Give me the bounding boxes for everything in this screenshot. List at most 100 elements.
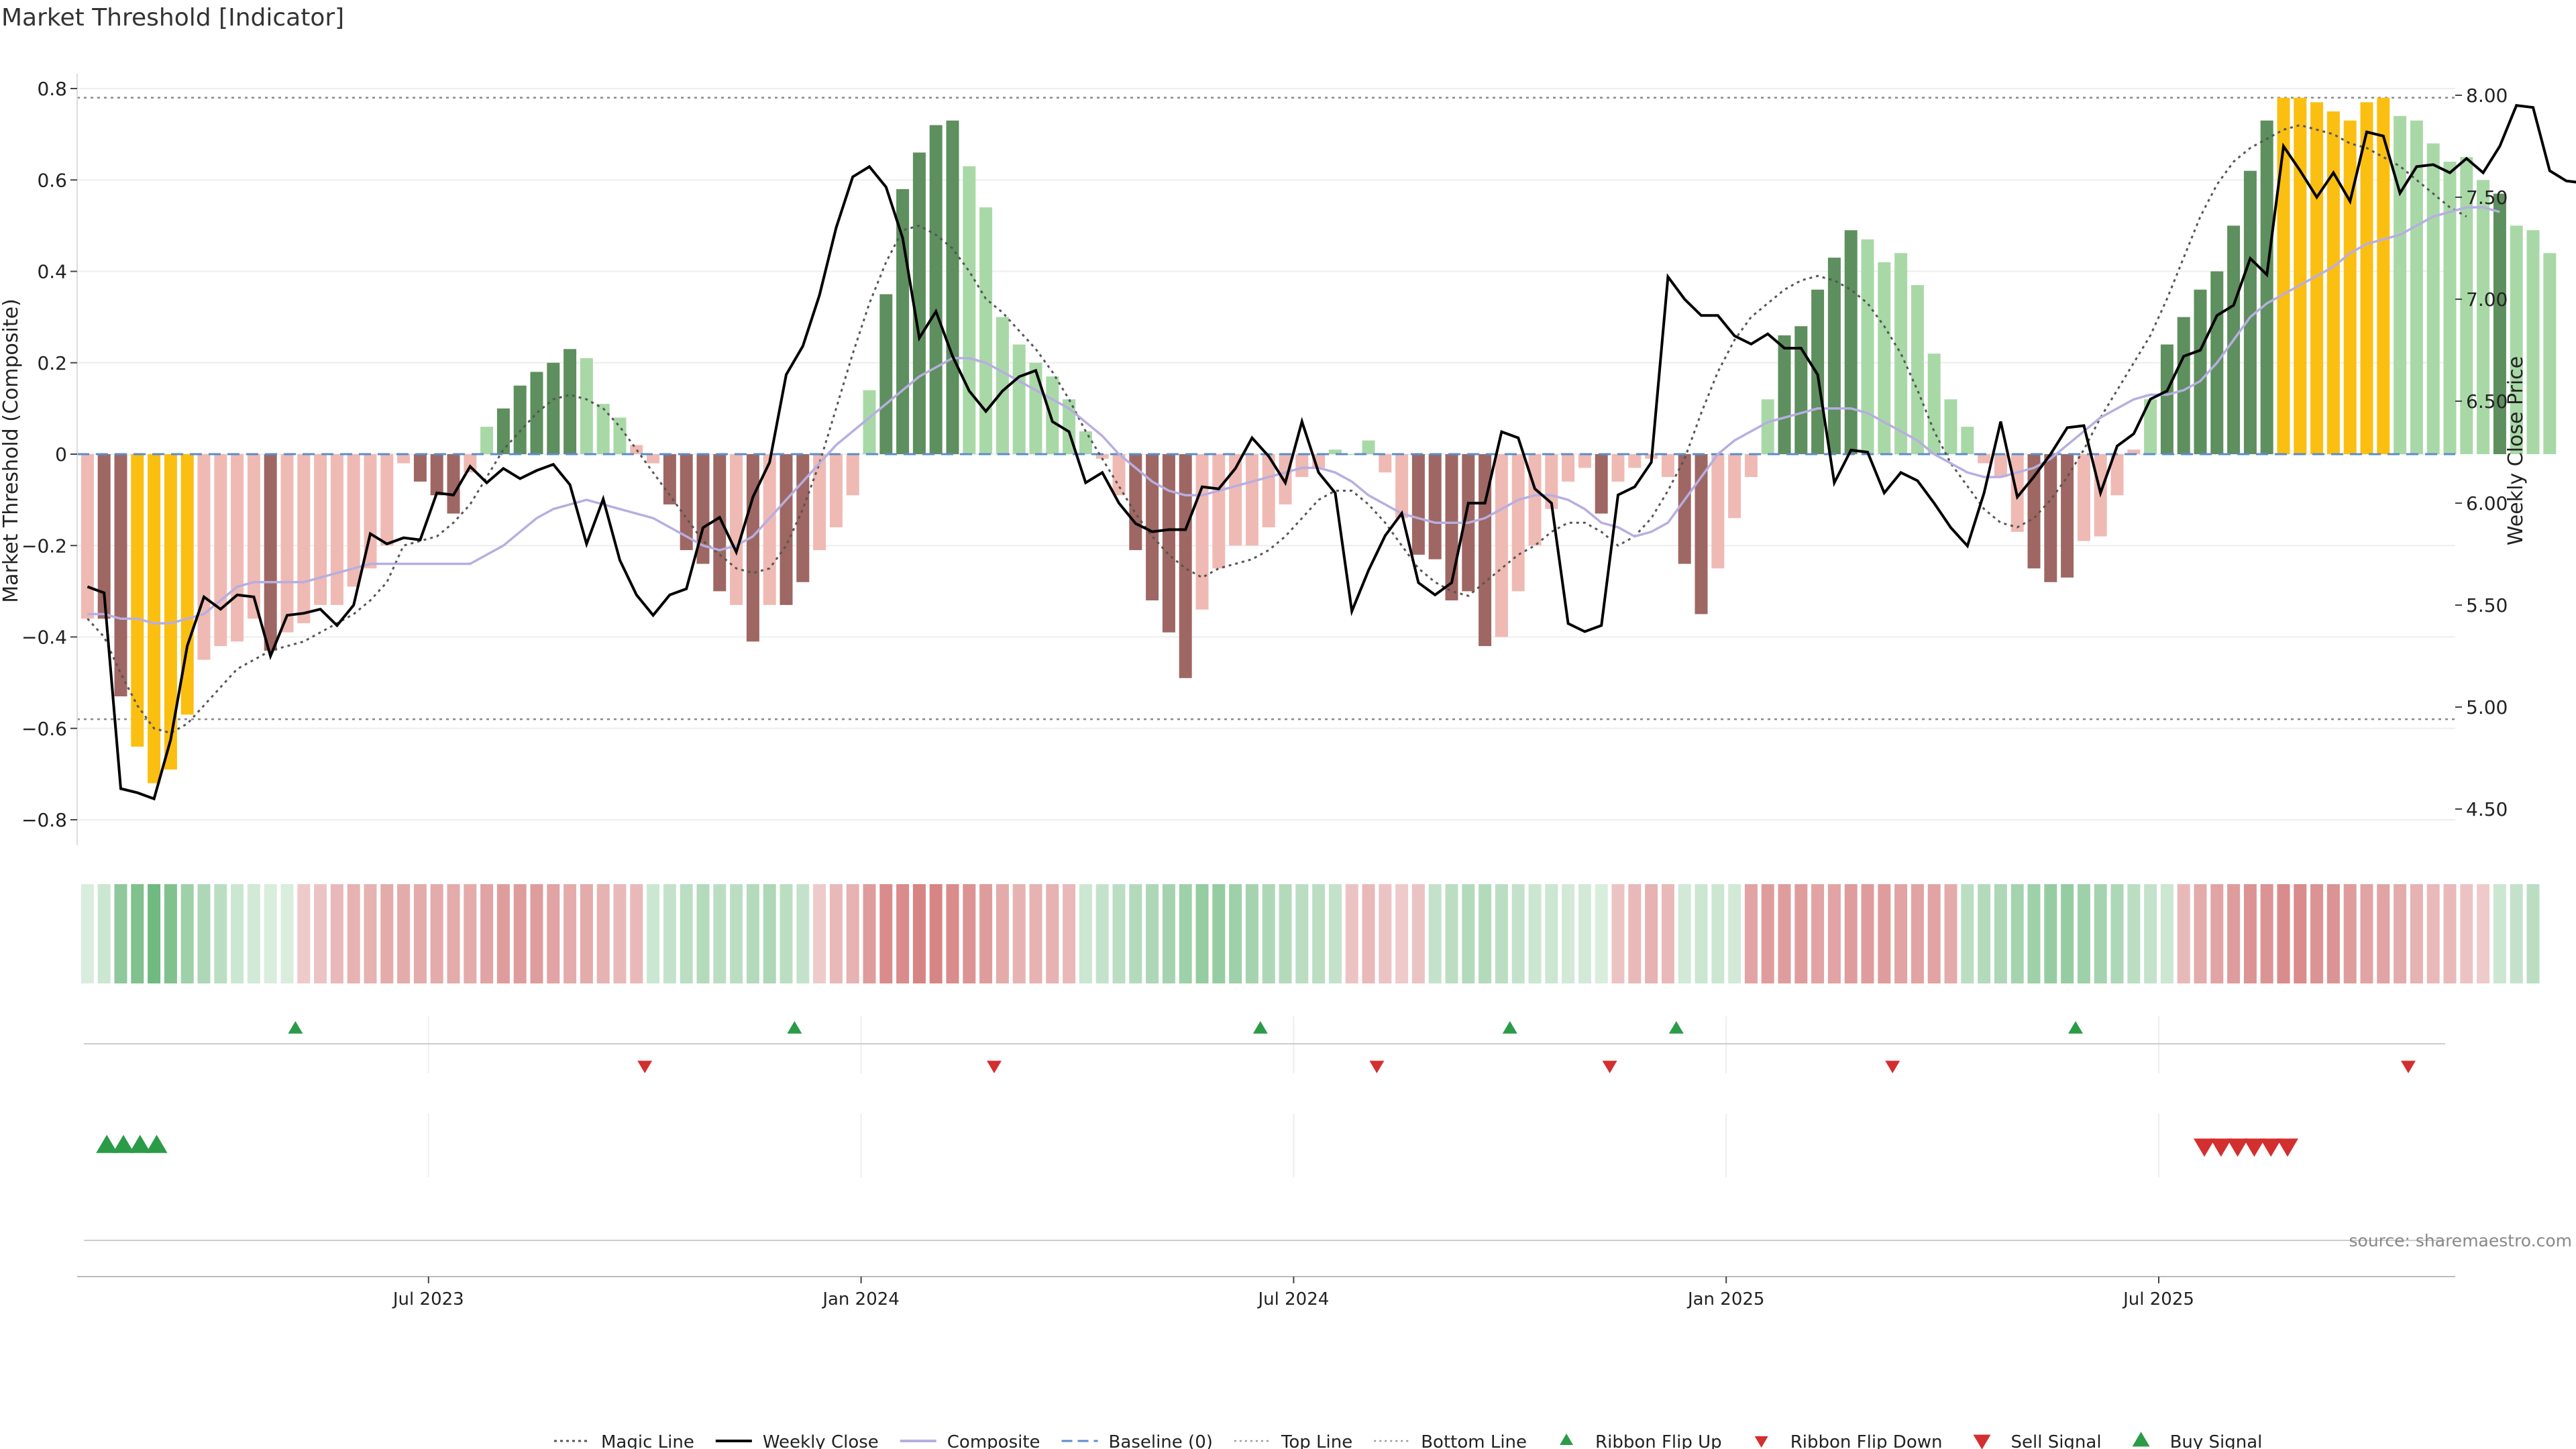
composite-bar (280, 454, 294, 633)
legend-swatch (1560, 1434, 1574, 1445)
ribbon-cell (1146, 884, 1159, 983)
ribbon-cell (1212, 884, 1226, 983)
ribbon-cell (1262, 884, 1275, 983)
ribbon-cell (1844, 884, 1858, 983)
ribbon-cell (1129, 884, 1142, 983)
composite-bar (2194, 289, 2207, 454)
ribbon-cell (746, 884, 759, 983)
composite-bar (1046, 376, 1059, 454)
composite-bar (929, 125, 943, 454)
composite-bar (397, 454, 411, 464)
ribbon-cell (2394, 884, 2407, 983)
composite-bar (2343, 120, 2357, 454)
composite-bar (1079, 431, 1092, 454)
ribbon-cell (1611, 884, 1625, 983)
ribbon-cell (1229, 884, 1242, 983)
composite-bar (1179, 454, 1192, 678)
composite-bar (1262, 454, 1275, 527)
legend-label: Ribbon Flip Down (1790, 1432, 1943, 1449)
ribbon-cell (929, 884, 943, 983)
composite-bar (496, 408, 510, 454)
ribbon-cell (1079, 884, 1092, 983)
x-tick-label: Jul 2024 (1256, 1289, 1329, 1309)
composite-bar (1328, 449, 1342, 454)
ribbon-cell (2127, 884, 2141, 983)
composite-bar (1345, 454, 1358, 455)
ribbon-cell (2227, 884, 2241, 983)
sell-signal-marker (2194, 1138, 2215, 1157)
composite-bar (1661, 454, 1674, 478)
composite-bar (663, 454, 676, 504)
buy-signal-marker (113, 1134, 134, 1153)
composite-bar (1411, 454, 1425, 555)
composite-bar (813, 454, 826, 551)
ribbon-cell (863, 884, 876, 983)
composite-bar (214, 454, 227, 647)
ribbon-cell (2194, 884, 2207, 983)
ribbon-flip-up-marker (2068, 1021, 2083, 1034)
ribbon-cell (1112, 884, 1126, 983)
composite-bar (314, 454, 327, 605)
y-tick-label: −0.2 (21, 535, 67, 557)
composite-bar (763, 454, 776, 605)
ribbon-cell (1195, 884, 1209, 983)
ribbon-cell (1411, 884, 1425, 983)
ribbon-cell (513, 884, 527, 983)
ribbon-cell (1711, 884, 1725, 983)
y-tick-label: −0.4 (21, 627, 67, 649)
composite-bar (330, 454, 343, 605)
legend-label: Composite (947, 1432, 1040, 1449)
ribbon-cell (1944, 884, 1957, 983)
ribbon-cell (979, 884, 993, 983)
y2-tick-label: 5.50 (2466, 594, 2508, 616)
ribbon-cell (1878, 884, 1891, 983)
composite-bar (1012, 344, 1026, 454)
ribbon-cell (2526, 884, 2540, 983)
ribbon-cell (596, 884, 610, 983)
ribbon-cell (1162, 884, 1175, 983)
legend-item: Composite (900, 1432, 1040, 1449)
composite-bar (1212, 454, 1226, 569)
ribbon-cell (2326, 884, 2340, 983)
sell-signal-marker (2260, 1138, 2282, 1157)
composite-bar (730, 454, 743, 605)
composite-bar (1511, 454, 1525, 592)
ribbon-flip-up-marker (1502, 1021, 1517, 1034)
ribbon-cell (1827, 884, 1841, 983)
ribbon-cell (547, 884, 560, 983)
ribbon-cell (2044, 884, 2057, 983)
composite-bar (1229, 454, 1242, 546)
composite-bar (1911, 284, 1924, 454)
composite-bar (1744, 454, 1758, 478)
composite-bar (713, 454, 727, 592)
composite-bar (1778, 335, 1791, 454)
ribbon-cell (1911, 884, 1924, 983)
sell-signal-marker (2243, 1138, 2265, 1157)
composite-bars (80, 97, 2557, 784)
composite-bar (979, 207, 993, 454)
y-tick-label: −0.8 (21, 809, 67, 831)
ribbon-cell (364, 884, 377, 983)
ribbon-cell (1511, 884, 1525, 983)
legend-item: Baseline (0) (1061, 1432, 1213, 1449)
ribbon-cell (1528, 884, 1542, 983)
y2-axis-ticks: 8.00 7.50 7.00 6.50 6.00 5.50 5.00 4.50 (2455, 85, 2508, 820)
ribbon-cell (613, 884, 627, 983)
ribbon-cell (330, 884, 343, 983)
composite-bar (1095, 454, 1109, 459)
composite-bar (2360, 102, 2373, 454)
composite-bar (530, 372, 543, 454)
legend-item: Bottom Line (1374, 1432, 1527, 1449)
composite-bar (1295, 454, 1309, 478)
ribbon-cell (1029, 884, 1042, 983)
ribbon-heatstrip (80, 884, 2540, 983)
composite-bar (2443, 162, 2457, 454)
ribbon-cell (1811, 884, 1825, 983)
ribbon-flip-down-marker (987, 1061, 1002, 1073)
composite-bar (1794, 326, 1808, 454)
composite-bar (1678, 454, 1691, 564)
composite-bar (547, 362, 560, 454)
composite-bar (863, 390, 876, 454)
composite-bar (1395, 454, 1409, 519)
composite-bar (564, 349, 577, 454)
